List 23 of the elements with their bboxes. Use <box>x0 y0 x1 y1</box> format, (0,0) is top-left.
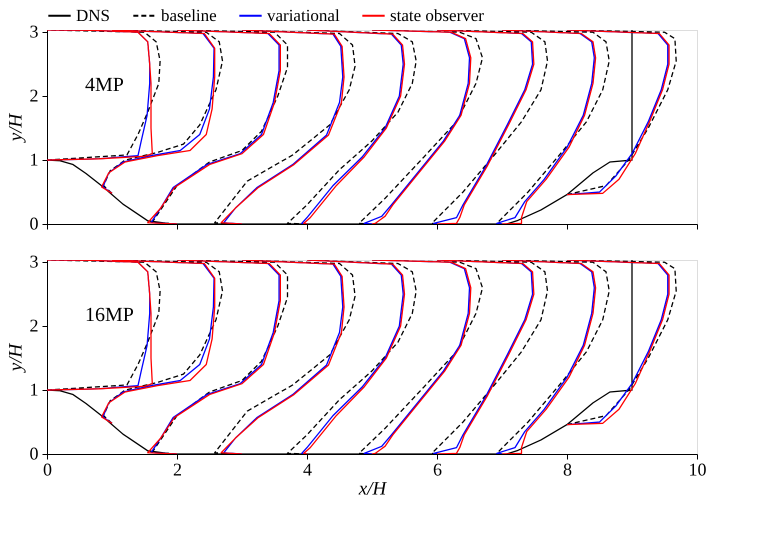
x-tick-label: 2 <box>173 460 182 480</box>
x-tick-label: 6 <box>433 460 442 480</box>
y-tick-label: 3 <box>30 22 38 42</box>
annotation: 16MP <box>85 304 134 326</box>
y-tick-label: 0 <box>30 214 38 234</box>
legend-label: baseline <box>161 6 217 25</box>
legend-label: DNS <box>76 6 110 25</box>
x-tick-label: 0 <box>43 460 52 480</box>
x-tick-label: 8 <box>563 460 572 480</box>
y-tick-label: 0 <box>30 444 38 464</box>
legend-label: variational <box>267 6 340 25</box>
y-axis-title: y/H <box>6 112 26 144</box>
annotation: 4MP <box>85 74 124 96</box>
x-tick-label: 4 <box>303 460 312 480</box>
y-axis-title: y/H <box>6 342 26 374</box>
y-tick-label: 1 <box>30 150 38 170</box>
x-tick-label: 10 <box>688 460 706 480</box>
y-tick-label: 3 <box>30 252 38 272</box>
y-tick-label: 2 <box>30 316 38 336</box>
legend-label: state observer <box>390 6 484 25</box>
y-tick-label: 2 <box>30 86 38 106</box>
y-tick-label: 1 <box>30 380 38 400</box>
x-axis-title: x/H <box>358 478 388 500</box>
